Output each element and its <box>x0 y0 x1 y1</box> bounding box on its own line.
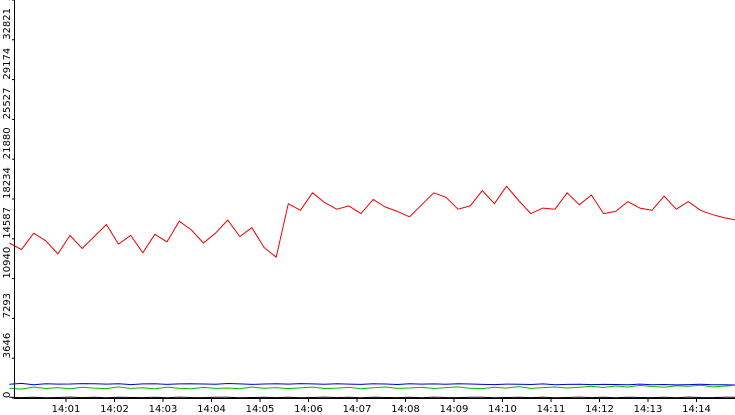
series-line-3 <box>9 384 735 390</box>
x-tick-label: 14:11 <box>537 404 566 415</box>
series-line-1 <box>9 185 735 258</box>
series-layer <box>9 185 735 399</box>
x-tick-label: 14:13 <box>634 404 663 415</box>
x-tick-label: 14:01 <box>52 404 81 415</box>
x-tick-label: 14:09 <box>440 404 469 415</box>
x-tick-label: 14:04 <box>197 404 226 415</box>
series-line-4 <box>9 396 735 399</box>
y-tick-label: 0 <box>2 392 13 398</box>
x-axis: 14:01 14:02 14:03 14:04 14:05 14:06 14:07 14:08… <box>52 398 711 415</box>
x-tick-label: 14:14 <box>682 404 711 415</box>
series-line-2 <box>9 382 735 386</box>
y-tick-label: 3646 <box>2 333 13 358</box>
x-tick-label: 14:08 <box>391 404 420 415</box>
x-tick-label: 14:03 <box>149 404 178 415</box>
y-tick-label: 32821 <box>2 8 13 40</box>
y-axis: 0 3646 7293 10940 14587 18234 21880 25527 29174 3… <box>2 0 15 399</box>
y-tick-label: 7293 <box>2 293 13 318</box>
y-tick-label: 18234 <box>2 167 13 199</box>
x-tick-label: 14:02 <box>100 404 129 415</box>
x-tick-label: 14:10 <box>488 404 517 415</box>
x-tick-label: 14:06 <box>294 404 323 415</box>
y-tick-label: 14587 <box>2 207 13 239</box>
y-tick-label: 10940 <box>2 247 13 279</box>
x-tick-label: 14:07 <box>343 404 372 415</box>
x-tick-label: 14:05 <box>246 404 275 415</box>
y-tick-label: 36468 <box>2 0 13 1</box>
y-tick-label: 21880 <box>2 127 13 159</box>
y-tick-label: 25527 <box>2 88 13 120</box>
x-tick-label: 14:12 <box>585 404 614 415</box>
y-tick-label: 29174 <box>2 48 13 80</box>
